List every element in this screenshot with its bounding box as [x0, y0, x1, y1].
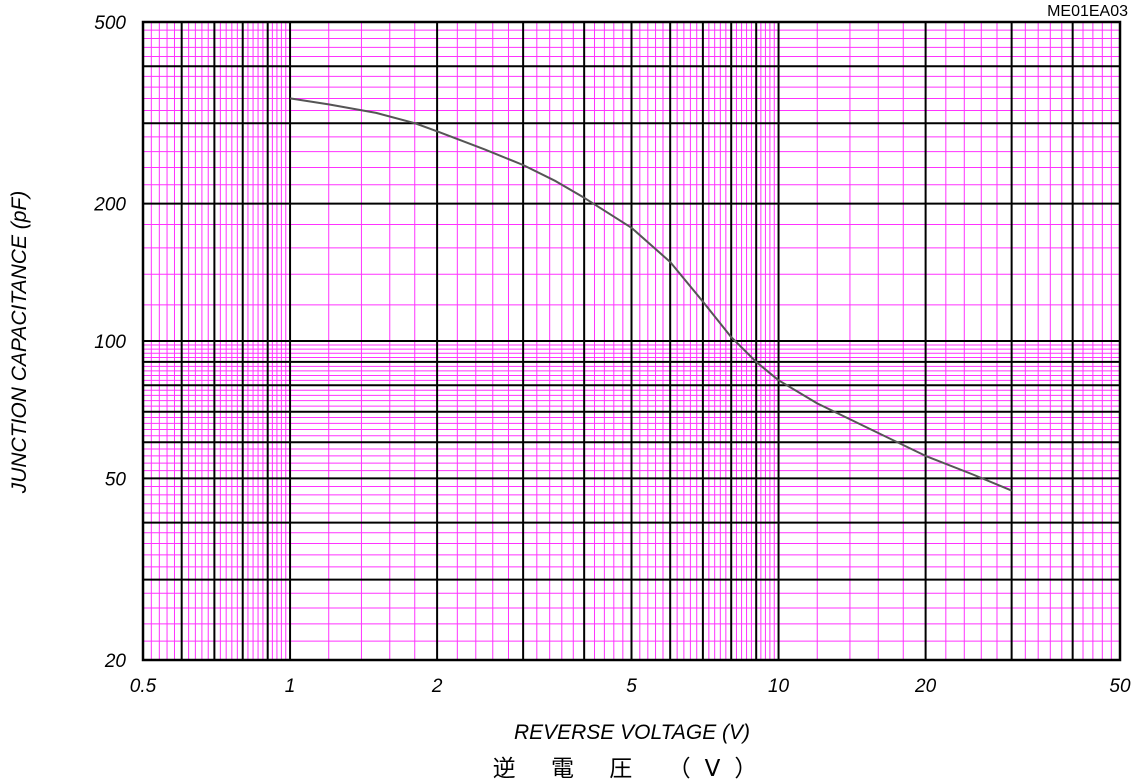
y-tick-label: 500	[94, 13, 126, 34]
x-axis-title: REVERSE VOLTAGE (V)	[514, 721, 750, 744]
major-grid	[141, 20, 1122, 662]
figure-code: ME01EA03	[1047, 3, 1128, 20]
y-tick-label: 50	[105, 469, 127, 490]
y-tick-label: 200	[93, 195, 126, 216]
capacitance-curve	[289, 97, 1012, 492]
x-tick-label: 50	[1109, 676, 1131, 697]
x-tick-label: 0.5	[130, 676, 157, 697]
y-tick-label: 100	[94, 332, 126, 353]
y-axis-title: JUNCTION CAPACITANCE (pF)	[8, 191, 31, 495]
x-tick-label: 20	[914, 676, 937, 697]
x-tick-label: 1	[285, 676, 296, 697]
plot-frame	[141, 20, 1122, 662]
y-tick-label: 20	[104, 651, 127, 672]
tick-labels: 0.5 1 2 5 10 20 50 20 50 100 200 500	[93, 13, 1131, 697]
x-tick-label: 2	[431, 676, 443, 697]
x-tick-label: 5	[626, 676, 637, 697]
x-axis-title-japanese: 逆 電 圧 （V）	[493, 756, 772, 782]
curve-layer	[289, 97, 1012, 492]
x-tick-label: 10	[768, 676, 790, 697]
